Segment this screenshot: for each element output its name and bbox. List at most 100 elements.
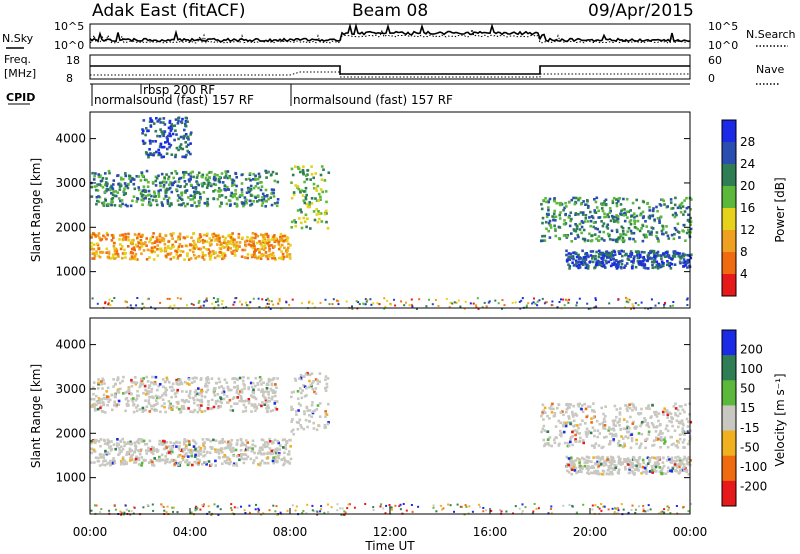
- heatmap-cell: [621, 236, 625, 240]
- heatmap-cell: [620, 209, 623, 213]
- heatmap-cell: [127, 238, 130, 242]
- heatmap-cell: [283, 438, 286, 441]
- heatmap-cell: [666, 455, 670, 459]
- heatmap-cell: [159, 249, 163, 253]
- heatmap-cell: [133, 506, 136, 509]
- heatmap-cell: [151, 503, 154, 506]
- heatmap-cell: [521, 512, 524, 515]
- heatmap-cell: [655, 425, 659, 428]
- heatmap-cell: [144, 196, 147, 200]
- heatmap-cell: [237, 244, 240, 248]
- heatmap-cell: [501, 299, 504, 302]
- heatmap-cell: [615, 214, 618, 217]
- heatmap-cell: [616, 442, 620, 445]
- heatmap-cell: [603, 460, 607, 463]
- heatmap-cell: [218, 441, 221, 445]
- heatmap-cell: [597, 252, 601, 256]
- heatmap-cell: [141, 139, 145, 143]
- heatmap-cell: [568, 267, 571, 270]
- heatmap-cell: [572, 264, 576, 267]
- heatmap-cell: [682, 223, 686, 227]
- heatmap-cell: [593, 470, 596, 473]
- heatmap-cell: [684, 239, 687, 242]
- heatmap-cell: [568, 258, 572, 261]
- heatmap-cell: [575, 304, 578, 307]
- heatmap-cell: [177, 180, 181, 183]
- heatmap-cell: [206, 407, 210, 410]
- heatmap-cell: [223, 453, 226, 457]
- heatmap-cell: [265, 299, 268, 301]
- heatmap-cell: [226, 456, 230, 459]
- heatmap-cell: [585, 435, 589, 438]
- heatmap-cell: [276, 447, 279, 450]
- heatmap-cell: [567, 444, 571, 447]
- heatmap-cell: [205, 247, 208, 251]
- heatmap-cell: [175, 133, 178, 136]
- heatmap-cell: [613, 511, 616, 514]
- heatmap-cell: [178, 243, 182, 246]
- heatmap-cell: [201, 251, 204, 254]
- heatmap-cell: [259, 451, 263, 455]
- heatmap-cell: [663, 442, 666, 445]
- heatmap-cell: [195, 191, 199, 195]
- heatmap-cell: [669, 460, 672, 464]
- heatmap-cell: [102, 204, 106, 207]
- heatmap-cell: [175, 382, 179, 386]
- heatmap-cell: [147, 189, 151, 193]
- heatmap-cell: [578, 196, 582, 200]
- heatmap-cell: [611, 254, 615, 257]
- heatmap-cell: [226, 445, 230, 449]
- heatmap-cell: [670, 420, 673, 424]
- heatmap-cell: [111, 459, 115, 462]
- heatmap-cell: [435, 510, 438, 513]
- heatmap-cell: [554, 229, 557, 232]
- heatmap-cell: [110, 440, 113, 443]
- heatmap-cell: [276, 201, 279, 204]
- heatmap-cell: [234, 172, 238, 176]
- heatmap-cell: [142, 197, 145, 201]
- heatmap-cell: [113, 504, 116, 507]
- heatmap-cell: [207, 460, 211, 463]
- heatmap-cell: [94, 504, 96, 507]
- heatmap-cell: [148, 410, 152, 413]
- heatmap-cell: [598, 260, 601, 264]
- heatmap-cell: [604, 414, 607, 418]
- heatmap-cell: [104, 172, 107, 175]
- heatmap-cell: [638, 446, 641, 450]
- heatmap-cell: [129, 304, 132, 307]
- heatmap-cell: [216, 254, 220, 258]
- heatmap-cell: [564, 421, 568, 425]
- heatmap-cell: [442, 507, 445, 510]
- heatmap-cell: [464, 300, 467, 303]
- heatmap-cell: [634, 406, 637, 410]
- heatmap-cell: [266, 257, 270, 261]
- heatmap-cell: [644, 446, 647, 450]
- heatmap-cell: [233, 301, 236, 304]
- heatmap-cell: [199, 235, 203, 238]
- heatmap-cell: [564, 424, 568, 428]
- heatmap-cell: [575, 224, 579, 228]
- heatmap-cell: [591, 465, 594, 468]
- heatmap-cell: [290, 391, 294, 394]
- heatmap-cell: [258, 380, 262, 383]
- heatmap-cell: [163, 509, 166, 512]
- heatmap-cell: [311, 504, 314, 507]
- heatmap-cell: [643, 235, 647, 239]
- heatmap-cell: [667, 508, 670, 510]
- heatmap-cell: [657, 238, 660, 242]
- heatmap-cell: [175, 188, 178, 191]
- heatmap-cell: [197, 171, 201, 175]
- heatmap-cell: [213, 239, 217, 242]
- heatmap-cell: [212, 190, 215, 193]
- heatmap-cell: [154, 375, 158, 379]
- heatmap-cell: [229, 408, 232, 412]
- heatmap-cell: [230, 509, 233, 512]
- heatmap-cell: [567, 263, 570, 266]
- heatmap-cell: [606, 456, 609, 459]
- heatmap-cell: [130, 510, 133, 513]
- y-tick-label: 2000: [55, 220, 86, 234]
- heatmap-cell: [150, 445, 154, 449]
- heatmap-cell: [323, 424, 327, 427]
- heatmap-cell: [142, 506, 145, 509]
- heatmap-cell: [657, 433, 661, 437]
